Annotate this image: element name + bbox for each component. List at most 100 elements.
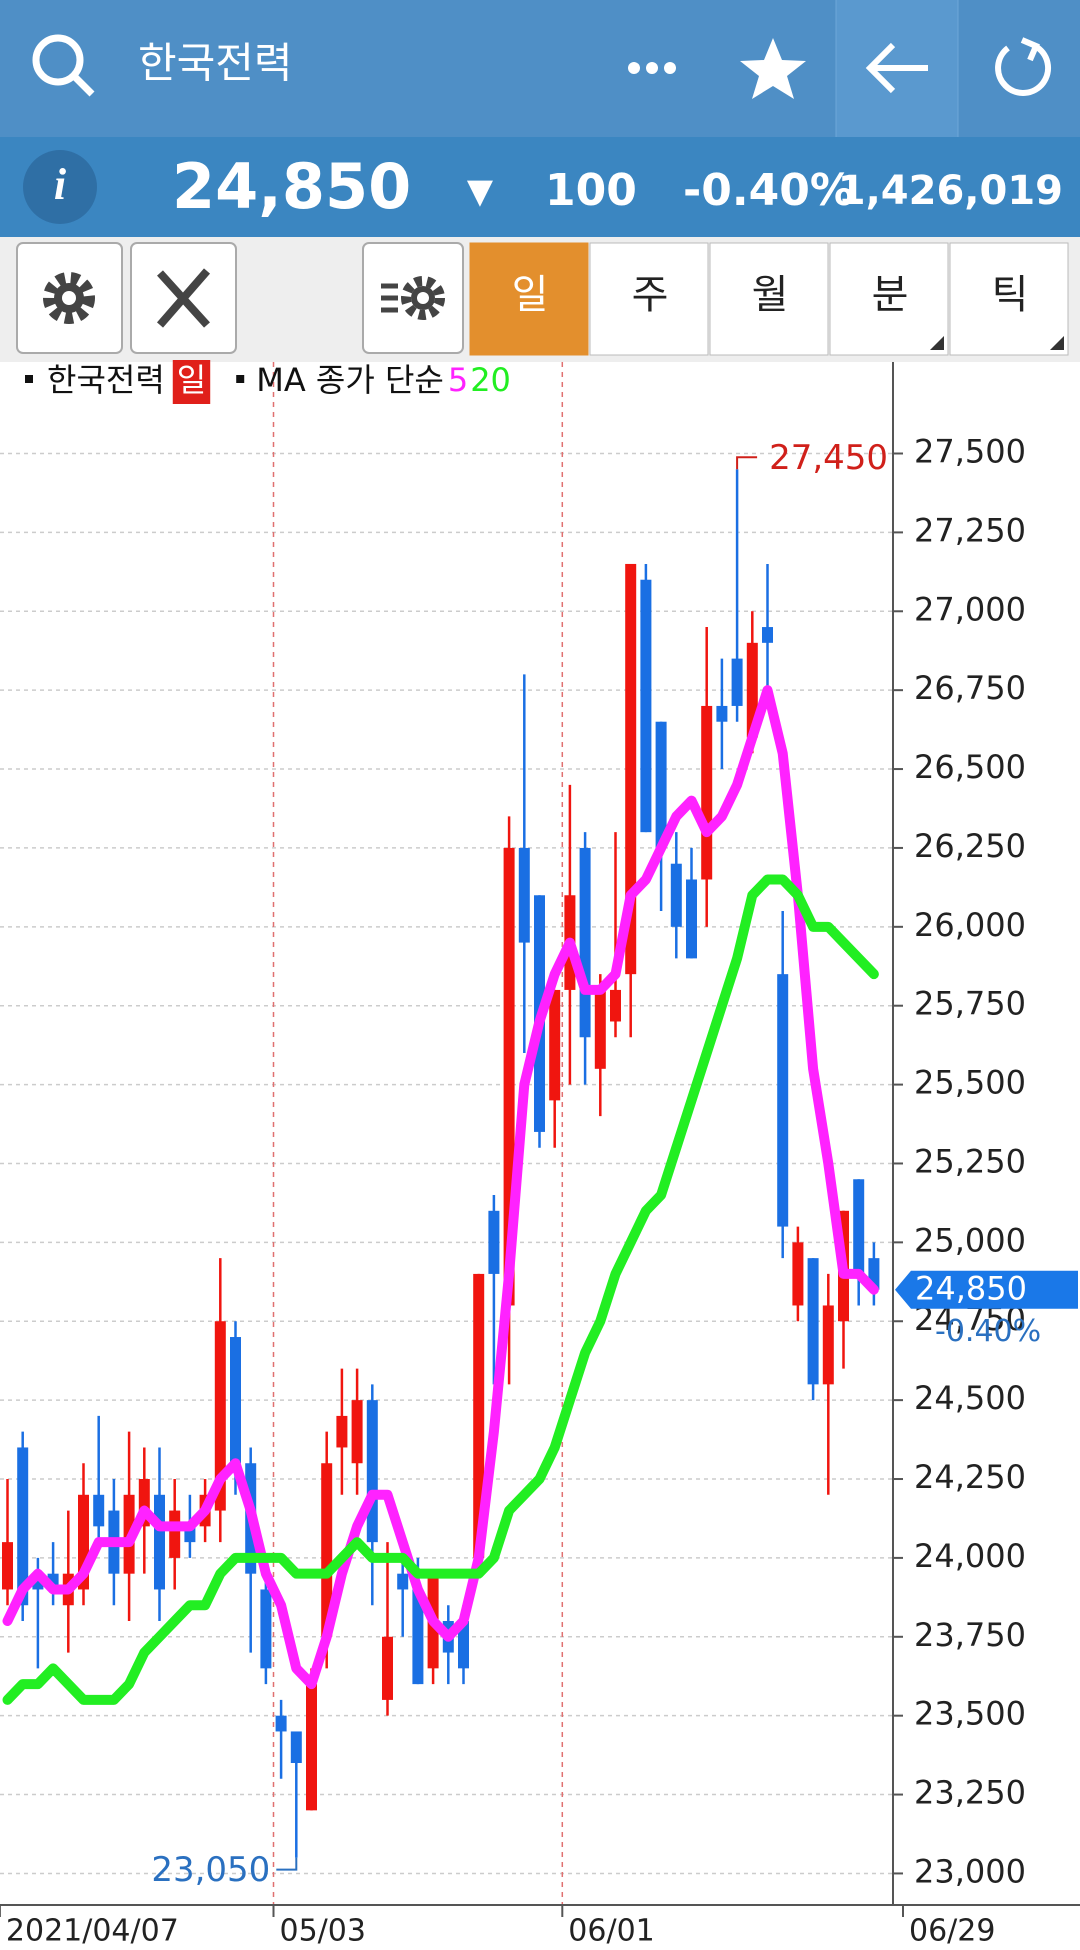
y-tick-label: 27,250 <box>914 511 1026 549</box>
y-tick-label: 25,250 <box>914 1142 1026 1180</box>
period-tab-label: 분 <box>872 272 909 318</box>
candle-body <box>366 1400 378 1543</box>
candle-body <box>594 989 606 1069</box>
last-price-label: 24,850 <box>915 1270 1027 1308</box>
quote-bar <box>0 137 1080 237</box>
candle-body <box>686 879 697 959</box>
indicator-button[interactable] <box>362 242 464 354</box>
candle-body <box>184 1526 196 1543</box>
info-icon: i <box>54 160 67 209</box>
x-tick-label: 05/03 <box>280 1914 366 1949</box>
y-tick-label: 24,250 <box>914 1458 1026 1496</box>
candle-body <box>807 1258 819 1385</box>
candle-body <box>382 1636 393 1700</box>
candle-body <box>336 1415 348 1448</box>
candle-body <box>777 974 789 1227</box>
candle-body <box>154 1494 165 1590</box>
more-icon[interactable] <box>628 62 676 74</box>
candle-body <box>670 863 682 927</box>
y-tick-label: 23,500 <box>914 1695 1026 1733</box>
candle-body <box>214 1321 226 1511</box>
candle-body <box>275 1715 287 1732</box>
legend-square <box>236 375 245 383</box>
candle-body <box>853 1179 865 1274</box>
moving-average-line <box>2 685 879 1690</box>
candle-body <box>2 1542 13 1590</box>
candle-body <box>610 989 621 1022</box>
candle-body <box>701 705 713 880</box>
y-tick-label: 24,000 <box>914 1537 1026 1575</box>
candle-body <box>503 847 515 1306</box>
tab-corner <box>1050 336 1064 350</box>
candle-body <box>579 847 591 1038</box>
y-tick-label: 26,750 <box>914 669 1026 707</box>
high-marker <box>736 456 758 470</box>
y-tick-label: 26,250 <box>914 827 1026 865</box>
candle-body <box>306 1684 317 1811</box>
legend-period-box <box>172 360 211 404</box>
stock-title[interactable]: 한국전력 <box>138 39 293 88</box>
candle-body <box>792 1242 804 1306</box>
change: 100 <box>545 165 637 216</box>
y-tick-label: 27,000 <box>914 590 1026 628</box>
candle-body <box>822 1305 834 1385</box>
y-tick-label: 26,000 <box>914 906 1026 944</box>
y-tick-label: 25,500 <box>914 1064 1026 1102</box>
period-tab[interactable] <box>469 242 589 356</box>
period-tab[interactable] <box>829 242 949 356</box>
high-label: 27,450 <box>769 438 888 478</box>
low-label: 23,050 <box>151 1850 270 1890</box>
search-icon[interactable] <box>32 34 95 97</box>
low-marker <box>276 1857 298 1871</box>
candle-body <box>78 1494 89 1590</box>
settings-button[interactable] <box>16 242 123 354</box>
candle-body <box>138 1479 150 1527</box>
legend-symbol: 한국전력 <box>47 361 165 399</box>
candle-body <box>260 1589 272 1669</box>
candle-body <box>625 563 637 975</box>
legend-period: 일 <box>177 361 206 399</box>
candle-body <box>762 627 773 643</box>
y-tick-label: 24,500 <box>914 1379 1026 1417</box>
y-tick-label: 25,000 <box>914 1221 1026 1259</box>
legend-series: 5 <box>448 361 468 399</box>
candle-body <box>17 1447 29 1606</box>
period-tab[interactable] <box>589 242 709 356</box>
volume: 1,426,019 <box>838 168 1063 214</box>
legend-series: 20 <box>470 361 511 399</box>
period-tab-label: 일 <box>512 272 549 318</box>
current-price: 24,850 <box>172 150 411 223</box>
candle-body <box>731 658 743 706</box>
last-price-tag <box>895 1270 1078 1309</box>
y-tick-label: 27,500 <box>914 433 1026 471</box>
legend-square <box>25 375 33 383</box>
candle-body <box>47 1573 59 1590</box>
y-tick-label: 23,250 <box>914 1774 1026 1812</box>
y-tick-label: 23,750 <box>914 1616 1026 1654</box>
refresh-icon[interactable] <box>995 37 1051 96</box>
legend-ma-label: MA 종가 단순 <box>256 361 444 399</box>
period-tab-label: 월 <box>752 272 789 318</box>
candle-body <box>93 1494 105 1527</box>
x-tick-label: 2021/04/07 <box>6 1914 179 1949</box>
candle-body <box>488 1210 500 1274</box>
period-tab-label: 틱 <box>992 272 1029 318</box>
candle-body <box>230 1337 241 1464</box>
period-tab-label: 주 <box>632 272 669 318</box>
y-tick-label: 23,000 <box>914 1852 1026 1890</box>
period-tab[interactable] <box>709 242 829 356</box>
info-button[interactable] <box>23 150 97 224</box>
back-icon[interactable] <box>865 42 928 94</box>
moving-average-line <box>2 874 879 1705</box>
tab-corner <box>930 336 944 350</box>
candle-body <box>397 1573 409 1590</box>
tools-button[interactable] <box>130 242 237 354</box>
candle-body <box>458 1621 469 1669</box>
last-change-label: -0.40% <box>935 1314 1041 1349</box>
candle-body <box>746 642 758 738</box>
favorite-icon[interactable] <box>740 38 806 99</box>
y-tick-label: 25,750 <box>914 985 1026 1023</box>
period-tab[interactable] <box>949 242 1069 356</box>
candle-body <box>32 1573 44 1590</box>
